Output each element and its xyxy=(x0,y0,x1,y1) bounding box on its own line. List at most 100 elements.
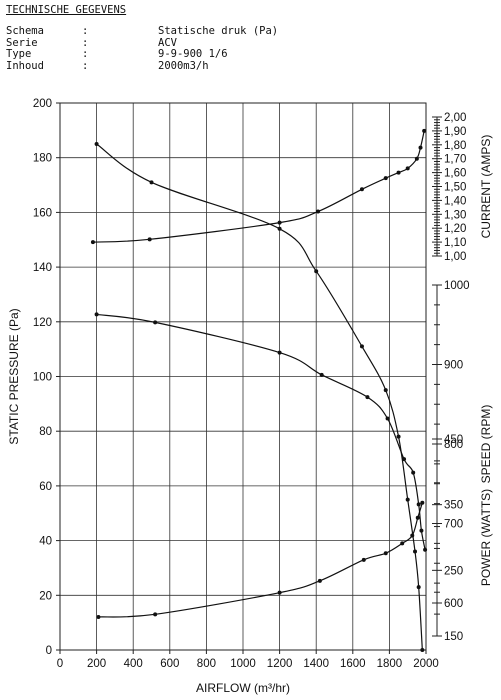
spec-key: Serie xyxy=(6,36,38,49)
spec-key: Type xyxy=(6,48,32,60)
data-point xyxy=(359,344,364,349)
data-point xyxy=(383,388,388,393)
data-point xyxy=(420,648,425,652)
y-tick-label: 140 xyxy=(33,262,52,274)
series-line-current xyxy=(92,130,425,243)
data-point xyxy=(418,145,423,150)
series-line-left xyxy=(96,143,423,651)
x-tick-label: 400 xyxy=(124,658,143,670)
right-tick-label: 700 xyxy=(444,519,463,531)
data-point xyxy=(153,320,158,325)
data-point xyxy=(153,612,158,617)
spec-row-serie: Serie : ACV xyxy=(6,36,306,50)
data-point xyxy=(419,528,424,533)
data-point xyxy=(90,240,95,245)
x-tick-label: 1000 xyxy=(230,658,256,670)
y-tick-label: 0 xyxy=(46,645,52,657)
data-point xyxy=(365,395,370,400)
data-point xyxy=(383,176,388,181)
series-line-speed xyxy=(96,313,426,550)
data-point xyxy=(416,502,421,507)
right-axis-label: CURRENT (AMPS) xyxy=(479,135,493,239)
right-tick-label: 250 xyxy=(444,565,463,577)
spec-row-schema: Schema : Statische druk (Pa) xyxy=(6,25,306,38)
right-tick-label: 1000 xyxy=(444,280,470,292)
spec-sep: : xyxy=(82,48,89,60)
y-tick-label: 160 xyxy=(33,207,52,219)
right-tick-label: 450 xyxy=(444,434,463,446)
data-point xyxy=(405,166,410,171)
right-tick-label: 1,80 xyxy=(444,140,466,152)
data-point xyxy=(96,614,101,619)
x-tick-label: 1600 xyxy=(340,658,366,670)
data-point xyxy=(415,515,420,520)
x-tick-label: 200 xyxy=(87,658,106,670)
data-point xyxy=(319,372,324,377)
right-tick-label: 1,40 xyxy=(444,195,466,207)
right-axis-speed: 600 700 800 900 1000 SPEED (RPM) xyxy=(432,280,493,610)
data-point xyxy=(383,551,388,556)
spec-row-type: Type : 9-9-900 1/6 xyxy=(6,48,306,61)
series-left xyxy=(94,142,425,652)
data-point xyxy=(411,470,416,475)
data-point xyxy=(410,533,415,538)
data-point xyxy=(94,142,99,147)
y-tick-label: 40 xyxy=(39,536,52,548)
data-point xyxy=(396,170,401,175)
curves xyxy=(90,128,428,652)
x-axis: 0 200 400 600 800 1000 1200 1400 1600 1800 2000 xyxy=(57,650,439,670)
data-point xyxy=(400,541,405,546)
series-speed xyxy=(94,312,428,552)
y-axis-label: STATIC PRESSURE (Pa) xyxy=(7,308,21,444)
spec-sep: : xyxy=(82,36,89,49)
data-point xyxy=(317,578,322,583)
right-tick-label: 900 xyxy=(444,360,463,372)
right-tick-label: 1,90 xyxy=(444,126,466,138)
data-point xyxy=(277,350,282,355)
data-point xyxy=(361,557,366,562)
x-tick-label: 2000 xyxy=(413,658,439,670)
y-tick-label: 200 xyxy=(33,98,52,110)
right-tick-label: 150 xyxy=(444,631,463,643)
right-axis-power: 150 250 350 450 POWER (WATTS) xyxy=(432,434,493,643)
x-tick-label: 1800 xyxy=(377,658,403,670)
y-tick-label: 60 xyxy=(39,481,52,493)
data-point xyxy=(147,237,152,242)
y-tick-label: 120 xyxy=(33,317,52,329)
right-tick-label: 1,00 xyxy=(444,251,466,263)
x-tick-label: 1200 xyxy=(267,658,293,670)
y-tick-label: 180 xyxy=(33,153,52,165)
y-tick-label: 80 xyxy=(39,426,52,438)
series-power xyxy=(96,500,425,619)
spec-sep: : xyxy=(82,25,89,37)
right-tick-label: 350 xyxy=(444,500,463,512)
data-point xyxy=(94,312,99,317)
data-point xyxy=(277,226,282,231)
data-point xyxy=(405,497,410,502)
x-tick-label: 1400 xyxy=(303,658,329,670)
series-current xyxy=(90,128,427,245)
data-point xyxy=(149,180,154,185)
spec-value: Statische druk (Pa) xyxy=(158,25,279,37)
x-tick-label: 600 xyxy=(160,658,179,670)
x-tick-label: 800 xyxy=(197,658,216,670)
right-axis-label: SPEED (RPM) xyxy=(479,405,493,484)
data-point xyxy=(416,585,421,590)
right-tick-label: 1,50 xyxy=(444,182,466,194)
right-tick-label: 2,00 xyxy=(444,112,466,124)
data-point xyxy=(385,416,390,421)
spec-key: Schema xyxy=(6,25,44,37)
series-line-power xyxy=(98,502,423,618)
data-point xyxy=(359,187,364,192)
tech-specs-header: TECHNISCHE GEGEVENS Schema : Statische d… xyxy=(6,4,306,72)
data-point xyxy=(402,457,407,462)
right-tick-label: 1,70 xyxy=(444,154,466,166)
data-point xyxy=(420,500,425,505)
right-axis-current: 1,00 1,10 1,20 1,30 1,401,50 1,60 1,70 1,80 1,90… xyxy=(432,112,493,263)
data-point xyxy=(314,269,319,274)
spec-value: 9-9-900 1/6 xyxy=(158,48,228,60)
right-tick-label: 1,20 xyxy=(444,223,466,235)
spec-row-inhoud: Inhoud : 2000m3/h xyxy=(6,59,306,73)
spec-key: Inhoud xyxy=(6,59,44,72)
